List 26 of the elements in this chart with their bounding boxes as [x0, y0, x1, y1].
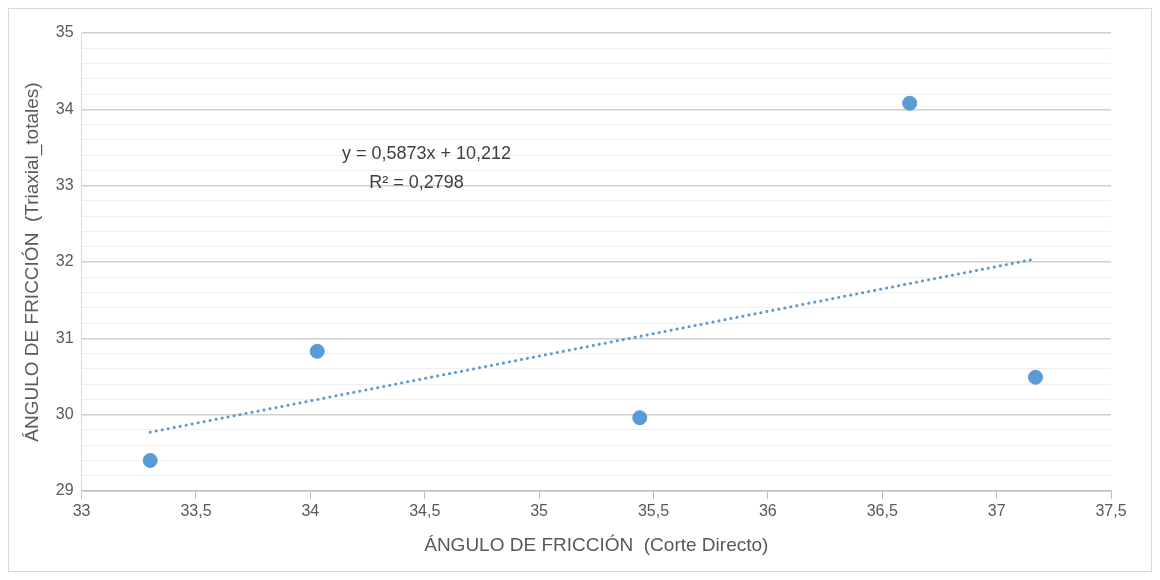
y-tick-label: 31 [55, 328, 74, 346]
y-tick-label: 35 [55, 23, 74, 41]
annotation: R² = 0,2798 [369, 172, 464, 193]
x-tick-label: 34,5 [409, 502, 441, 520]
y-axis-title: ÁNGULO DE FRICCIÓN (Triaxial_totales) [20, 82, 43, 442]
point [309, 343, 325, 359]
x-axis-title: ÁNGULO DE FRICCIÓN (Corte Directo) [424, 533, 769, 555]
point [1028, 369, 1044, 385]
y-tick-label: 32 [55, 252, 74, 270]
annotation: y = 0,5873x + 10,212 [341, 143, 512, 164]
point [142, 452, 158, 468]
y-tick-label: 34 [55, 99, 74, 117]
x-tick-label: 37 [987, 502, 1006, 520]
y-tick-label: 33 [55, 176, 74, 194]
x-tick-label: 33 [72, 502, 91, 520]
x-tick-label: 36 [758, 502, 777, 520]
y-tick-label: 29 [55, 481, 74, 499]
x-tick-label: 33,5 [180, 502, 212, 520]
x-tick-label: 35,5 [637, 502, 670, 520]
point [902, 95, 918, 111]
x-tick-label: 37,5 [1095, 502, 1127, 520]
x-tick-label: 36,5 [866, 502, 898, 520]
y-tick-label: 30 [55, 405, 74, 423]
x-tick-label: 35 [530, 502, 549, 520]
x-tick-label: 34 [301, 502, 320, 520]
point [632, 410, 648, 426]
